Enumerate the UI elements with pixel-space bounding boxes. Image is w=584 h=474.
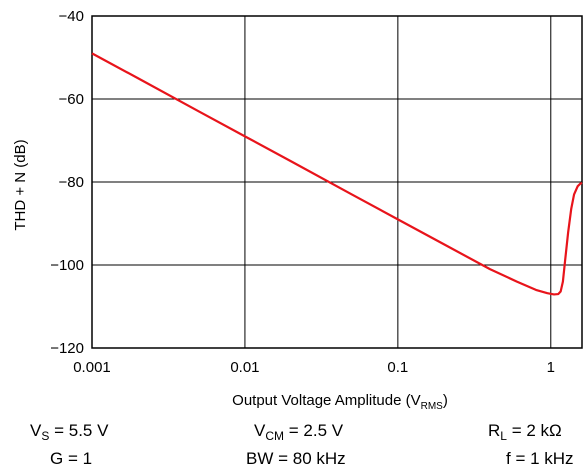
y-tick-label: −120 bbox=[50, 340, 84, 357]
x-axis-label: Output Voltage Amplitude (VRMS) bbox=[232, 392, 448, 412]
x-axis-label-main: Output Voltage Amplitude (V bbox=[232, 392, 420, 409]
condition-gain: G = 1 bbox=[50, 449, 93, 468]
x-tick-label: 1 bbox=[547, 359, 555, 376]
x-axis-label-end: ) bbox=[443, 392, 448, 409]
vcm-value: = 2.5 V bbox=[284, 421, 344, 440]
plot-frame bbox=[91, 15, 583, 349]
x-axis-label-sub: RMS bbox=[421, 401, 444, 412]
condition-vcm: VCM = 2.5 V bbox=[254, 421, 343, 446]
y-tick-labels: −40 −60 −80 −100 −120 bbox=[50, 8, 84, 357]
rl-symbol: R bbox=[488, 421, 501, 440]
y-tick-label: −40 bbox=[59, 8, 84, 25]
vs-subscript: S bbox=[41, 429, 50, 443]
grid bbox=[91, 15, 582, 349]
x-tick-labels: 0.001 0.01 0.1 1 bbox=[73, 359, 555, 376]
x-tick-label: 0.01 bbox=[230, 359, 259, 376]
x-tick-label: 0.001 bbox=[73, 359, 111, 376]
x-tick-label: 0.1 bbox=[387, 359, 408, 376]
y-tick-label: −100 bbox=[50, 257, 84, 274]
vs-symbol: V bbox=[30, 421, 42, 440]
rl-subscript: L bbox=[500, 429, 507, 443]
y-tick-label: −60 bbox=[59, 91, 84, 108]
y-tick-label: −80 bbox=[59, 174, 84, 191]
y-axis-label: THD + N (dB) bbox=[12, 139, 29, 230]
series-line-thd-n bbox=[91, 52, 583, 296]
condition-rl: RL = 2 kΩ bbox=[488, 421, 562, 446]
rl-value: = 2 kΩ bbox=[506, 421, 562, 440]
vcm-subscript: CM bbox=[265, 429, 285, 443]
vcm-symbol: V bbox=[254, 421, 266, 440]
condition-vs: VS = 5.5 V bbox=[30, 421, 108, 446]
condition-bandwidth: BW = 80 kHz bbox=[246, 449, 346, 468]
condition-frequency: f = 1 kHz bbox=[506, 449, 574, 468]
vs-value: = 5.5 V bbox=[49, 421, 109, 440]
